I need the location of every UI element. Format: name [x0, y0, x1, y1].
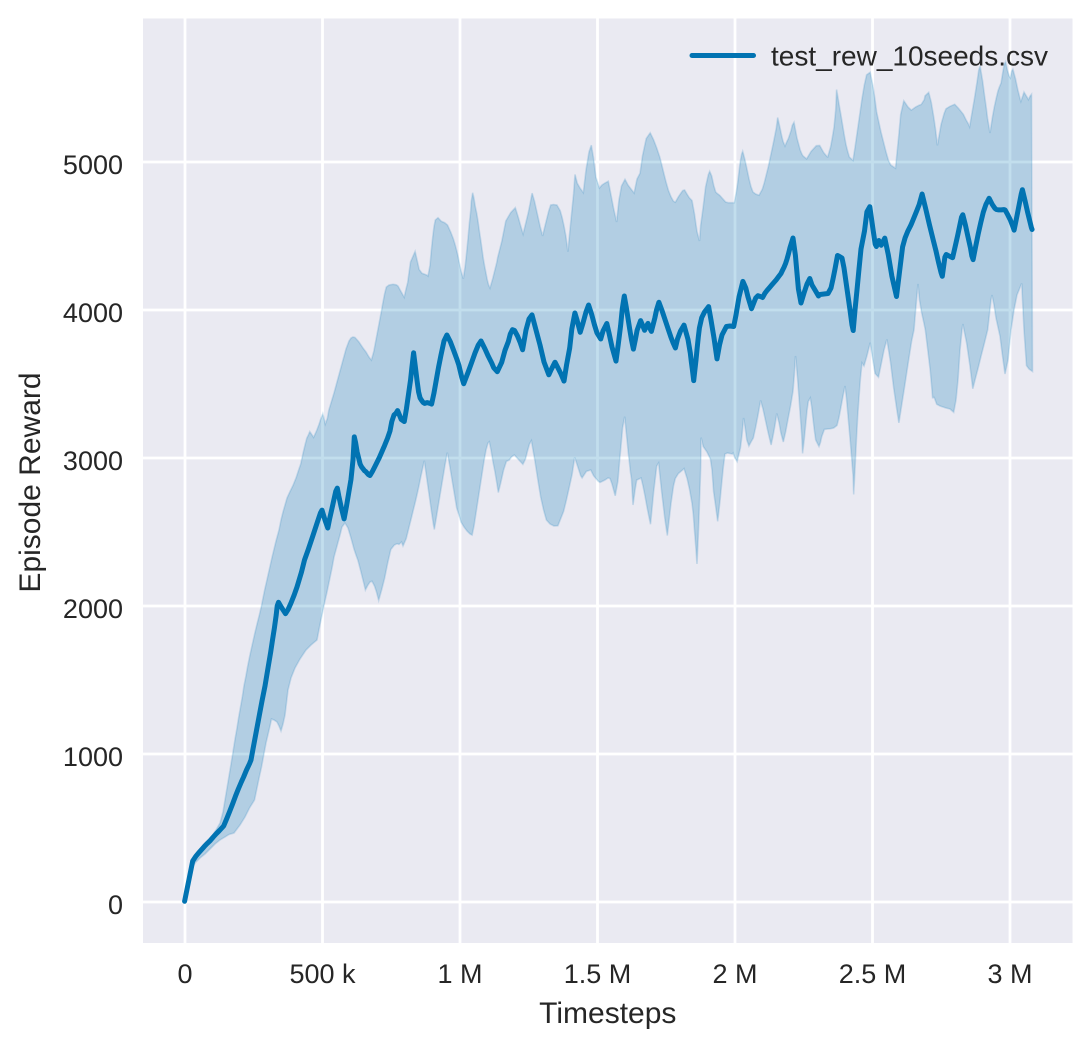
svg-text:0: 0 — [108, 890, 123, 920]
svg-text:1000: 1000 — [63, 742, 123, 772]
svg-text:4000: 4000 — [63, 298, 123, 328]
svg-text:2 M: 2 M — [712, 959, 757, 989]
svg-text:Timesteps: Timesteps — [539, 997, 676, 1030]
svg-text:1.5 M: 1.5 M — [564, 959, 632, 989]
svg-text:5000: 5000 — [63, 150, 123, 180]
svg-text:Episode Reward: Episode Reward — [14, 372, 47, 592]
svg-text:test_rew_10seeds.csv: test_rew_10seeds.csv — [771, 41, 1048, 72]
svg-text:3000: 3000 — [63, 446, 123, 476]
svg-text:0: 0 — [177, 959, 192, 989]
svg-text:1 M: 1 M — [437, 959, 482, 989]
svg-text:3 M: 3 M — [987, 959, 1032, 989]
svg-text:500 k: 500 k — [289, 959, 356, 989]
svg-text:2.5 M: 2.5 M — [839, 959, 907, 989]
svg-text:2000: 2000 — [63, 594, 123, 624]
